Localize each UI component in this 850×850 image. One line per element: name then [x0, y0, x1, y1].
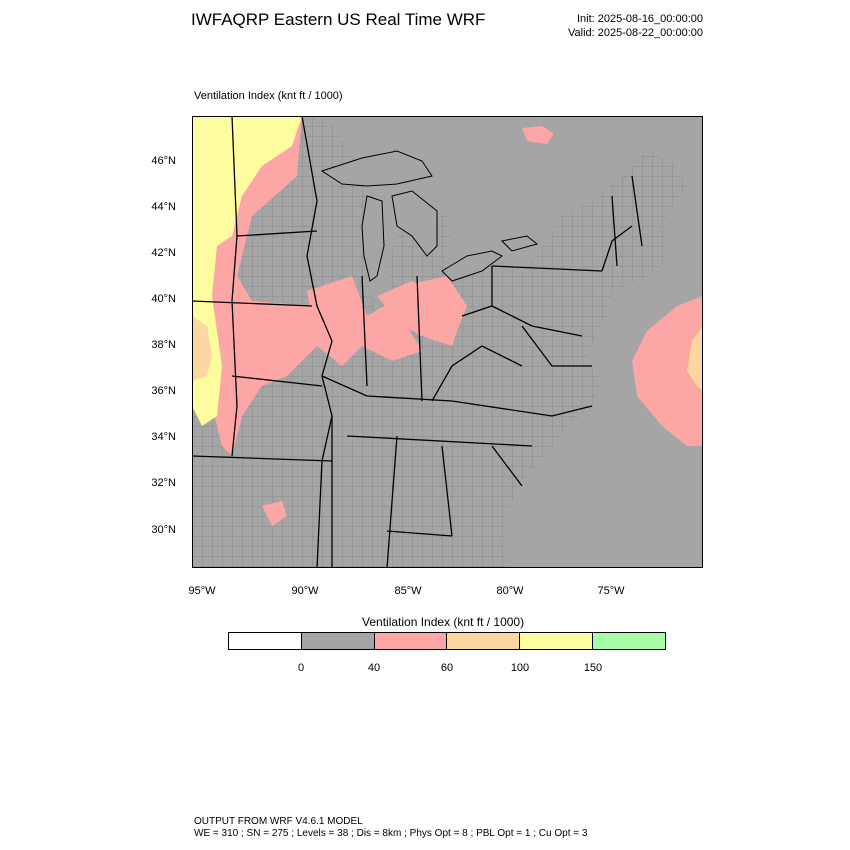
colorbar-bin-2 [374, 633, 448, 649]
lat-label-32: 32°N [151, 477, 176, 489]
lat-label-30: 30°N [151, 524, 176, 536]
map-panel [192, 116, 703, 568]
colorbar-bin-1 [301, 633, 375, 649]
state-borders [192, 116, 643, 568]
map-svg [192, 116, 703, 568]
lon-label-75: 75°W [597, 585, 625, 597]
init-time: Init: 2025-08-16_00:00:00 [577, 13, 703, 25]
colorbar-tick-100: 100 [510, 662, 530, 674]
lat-label-42: 42°N [151, 247, 176, 259]
field-pink-indiana [402, 276, 467, 331]
field-pink-atlantic [632, 296, 703, 446]
colorbar-bin-3 [447, 633, 521, 649]
lat-label-44: 44°N [151, 201, 176, 213]
colorbar-bin-4 [520, 633, 594, 649]
valid-time: Valid: 2025-08-22_00:00:00 [568, 27, 703, 39]
footer-model-line: OUTPUT FROM WRF V4.6.1 MODEL [194, 816, 363, 827]
field-pink-gulf [262, 501, 287, 526]
colorbar-tick-0: 0 [297, 662, 305, 674]
lon-label-95: 95°W [188, 585, 216, 597]
colorbar-tick-40: 40 [367, 662, 381, 674]
colorbar-tick-60: 60 [440, 662, 454, 674]
lat-label-34: 34°N [151, 431, 176, 443]
footer-config-line: WE = 310 ; SN = 275 ; Levels = 38 ; Dis … [194, 828, 588, 839]
variable-label: Ventilation Index (knt ft / 1000) [194, 90, 343, 102]
field-orange-west [192, 316, 212, 381]
chart-title: IWFAQRP Eastern US Real Time WRF [191, 10, 486, 29]
field-orange-atlantic [687, 326, 703, 391]
colorbar-bin-5 [593, 633, 665, 649]
lat-label-38: 38°N [151, 339, 176, 351]
field-pink-ohio [377, 281, 462, 346]
colorbar-title: Ventilation Index (knt ft / 1000) [362, 615, 525, 629]
lat-label-40: 40°N [151, 293, 176, 305]
lon-label-85: 85°W [394, 585, 422, 597]
lat-label-46: 46°N [151, 155, 176, 167]
field-pink-canada [522, 126, 554, 144]
great-lakes [320, 150, 539, 282]
lon-label-80: 80°W [496, 585, 524, 597]
lat-label-36: 36°N [151, 385, 176, 397]
field-yellow-west [192, 116, 302, 426]
colorbar-bin-0 [229, 633, 302, 649]
colorbar [228, 632, 666, 650]
colorbar-tick-150: 150 [583, 662, 603, 674]
lon-label-90: 90°W [291, 585, 319, 597]
map-frame [192, 116, 703, 568]
